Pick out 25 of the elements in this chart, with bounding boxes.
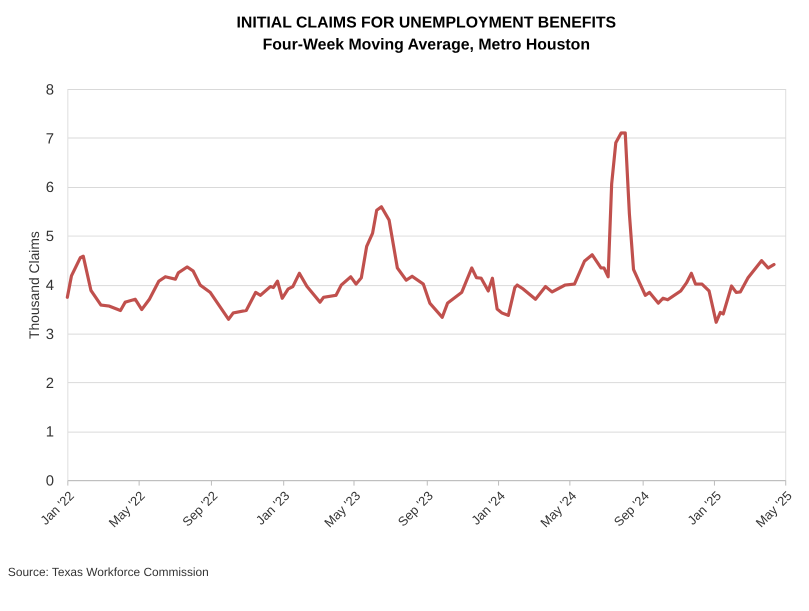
x-tick-label: May '25 <box>752 488 795 530</box>
x-tick-label: Jan '23 <box>252 488 292 528</box>
y-tick-label: 2 <box>46 376 54 392</box>
y-tick-label: 6 <box>46 180 54 196</box>
chart-subtitle: Four-Week Moving Average, Metro Houston <box>262 36 590 54</box>
chart-title: INITIAL CLAIMS FOR UNEMPLOYMENT BENEFITS <box>236 14 616 32</box>
x-tick-label: Sep '23 <box>394 488 436 530</box>
source-note: Source: Texas Workforce Commission <box>8 565 209 580</box>
x-tick-label: May '23 <box>321 488 364 530</box>
x-tick-label: Sep '22 <box>179 488 220 530</box>
x-tick-label: May '24 <box>537 488 580 530</box>
line-series <box>66 131 776 324</box>
y-tick-label: 8 <box>46 82 54 98</box>
y-axis-title: Thousand Claims <box>26 231 42 339</box>
y-tick-label: 0 <box>46 474 54 490</box>
x-tick-label: Jan '24 <box>468 488 508 528</box>
x-tick-label: May '22 <box>106 488 148 530</box>
x-tick-label: Jan '25 <box>684 488 724 528</box>
y-tick-label: 1 <box>46 424 54 441</box>
y-tick-label: 3 <box>46 326 54 343</box>
y-tick-label: 4 <box>46 278 54 294</box>
x-tick-label: Sep '24 <box>610 488 652 530</box>
x-tick-label: Jan '22 <box>37 488 77 528</box>
y-tick-label: 7 <box>46 131 54 148</box>
y-tick-label: 5 <box>46 229 54 246</box>
